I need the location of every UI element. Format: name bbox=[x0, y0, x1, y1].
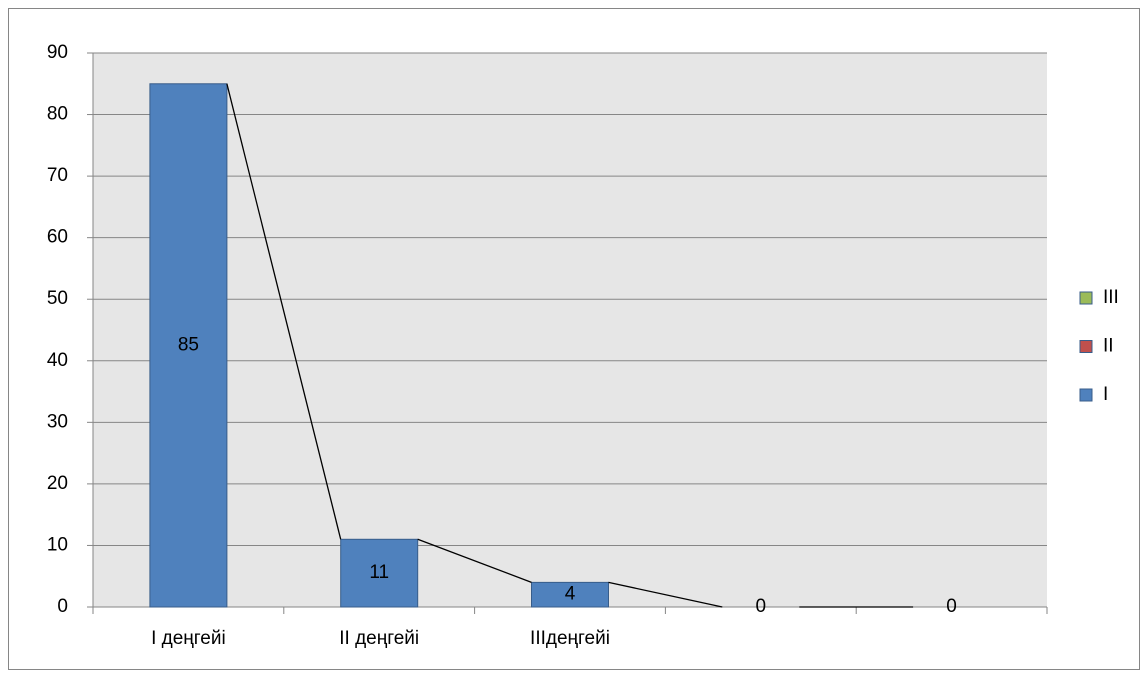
legend-swatch bbox=[1079, 340, 1093, 353]
x-tick-label: I деңгейі bbox=[151, 628, 226, 649]
y-tick-label: 40 bbox=[47, 350, 68, 371]
plot-area bbox=[93, 53, 1047, 607]
y-tick-label: 80 bbox=[47, 104, 68, 125]
legend-swatch bbox=[1079, 291, 1093, 305]
data-label: 85 bbox=[178, 334, 199, 355]
legend-label: I bbox=[1103, 384, 1108, 405]
series-line bbox=[417, 538, 532, 583]
data-label: 11 bbox=[369, 562, 389, 583]
series-line bbox=[608, 581, 723, 608]
y-tick-label: 90 bbox=[47, 42, 68, 63]
y-tick-label: 20 bbox=[47, 473, 68, 494]
y-tick-label: 70 bbox=[47, 165, 68, 186]
bar bbox=[340, 538, 419, 608]
y-tick-label: 0 bbox=[57, 596, 68, 617]
data-label: 4 bbox=[565, 584, 576, 605]
y-tick-label: 60 bbox=[47, 227, 68, 248]
data-label: 0 bbox=[756, 596, 767, 617]
x-tick-label: II деңгейі bbox=[339, 628, 419, 649]
bar bbox=[149, 83, 228, 608]
bar bbox=[531, 581, 609, 608]
data-label: 0 bbox=[946, 596, 957, 617]
legend-swatch bbox=[1079, 388, 1093, 402]
legend-label: II bbox=[1103, 336, 1114, 357]
y-tick-label: 50 bbox=[47, 288, 68, 309]
legend-label: III bbox=[1103, 287, 1119, 308]
series-line bbox=[226, 83, 342, 540]
y-tick-label: 30 bbox=[47, 411, 68, 432]
y-tick-label: 10 bbox=[47, 534, 68, 555]
x-tick-label: IIIдеңгейі bbox=[530, 628, 610, 649]
